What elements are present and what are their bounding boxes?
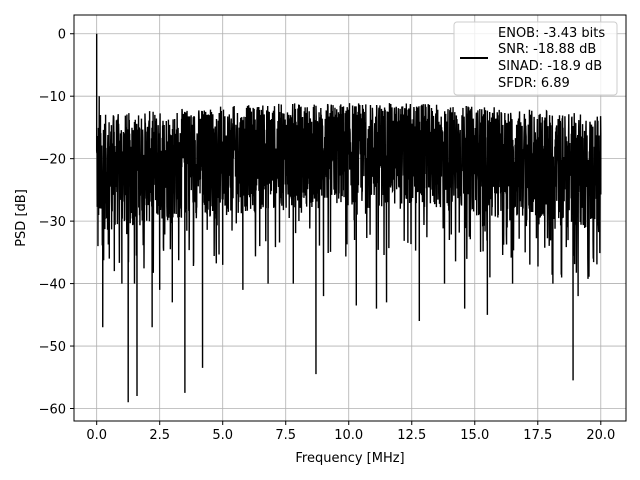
x-tick-label: 10.0 [334, 428, 363, 443]
x-tick-label: 2.5 [149, 428, 170, 443]
x-tick-label: 5.0 [212, 428, 233, 443]
x-tick-label: 12.5 [397, 428, 426, 443]
legend-line-2: SNR: -18.88 dB [498, 42, 596, 57]
y-tick-label: −30 [39, 215, 66, 230]
x-tick-label: 0.0 [86, 428, 107, 443]
y-tick-label: −10 [39, 90, 66, 105]
y-tick-label: −50 [39, 340, 66, 355]
plot-frame [73, 14, 627, 422]
y-tick-label: −60 [39, 403, 66, 418]
x-tick-label: 7.5 [275, 428, 296, 443]
legend-line-4: SFDR: 6.89 [498, 76, 570, 91]
x-tick-label: 15.0 [460, 428, 489, 443]
y-tick-label: −20 [39, 153, 66, 168]
psd-line [95, 33, 602, 403]
legend-line-3: SINAD: -18.9 dB [498, 59, 602, 74]
legend-line-1: ENOB: -3.43 bits [498, 26, 605, 41]
series-psd [95, 33, 602, 403]
legend: ENOB: -3.43 bits SNR: -18.88 dB SINAD: -… [453, 21, 618, 96]
y-tick-label: −40 [39, 278, 66, 293]
y-axis-label: PSD [dB] [14, 189, 29, 247]
x-tick-label: 17.5 [523, 428, 552, 443]
axis-ticks: 0.0 2.5 5.0 7.5 10.0 12.5 15.0 17.5 20.0 0 −10 −20 −… [39, 28, 616, 443]
x-tick-label: 20.0 [586, 428, 615, 443]
y-tick-label: 0 [58, 28, 66, 43]
x-axis-label: Frequency [MHz] [295, 451, 404, 466]
legend-box [453, 21, 618, 96]
